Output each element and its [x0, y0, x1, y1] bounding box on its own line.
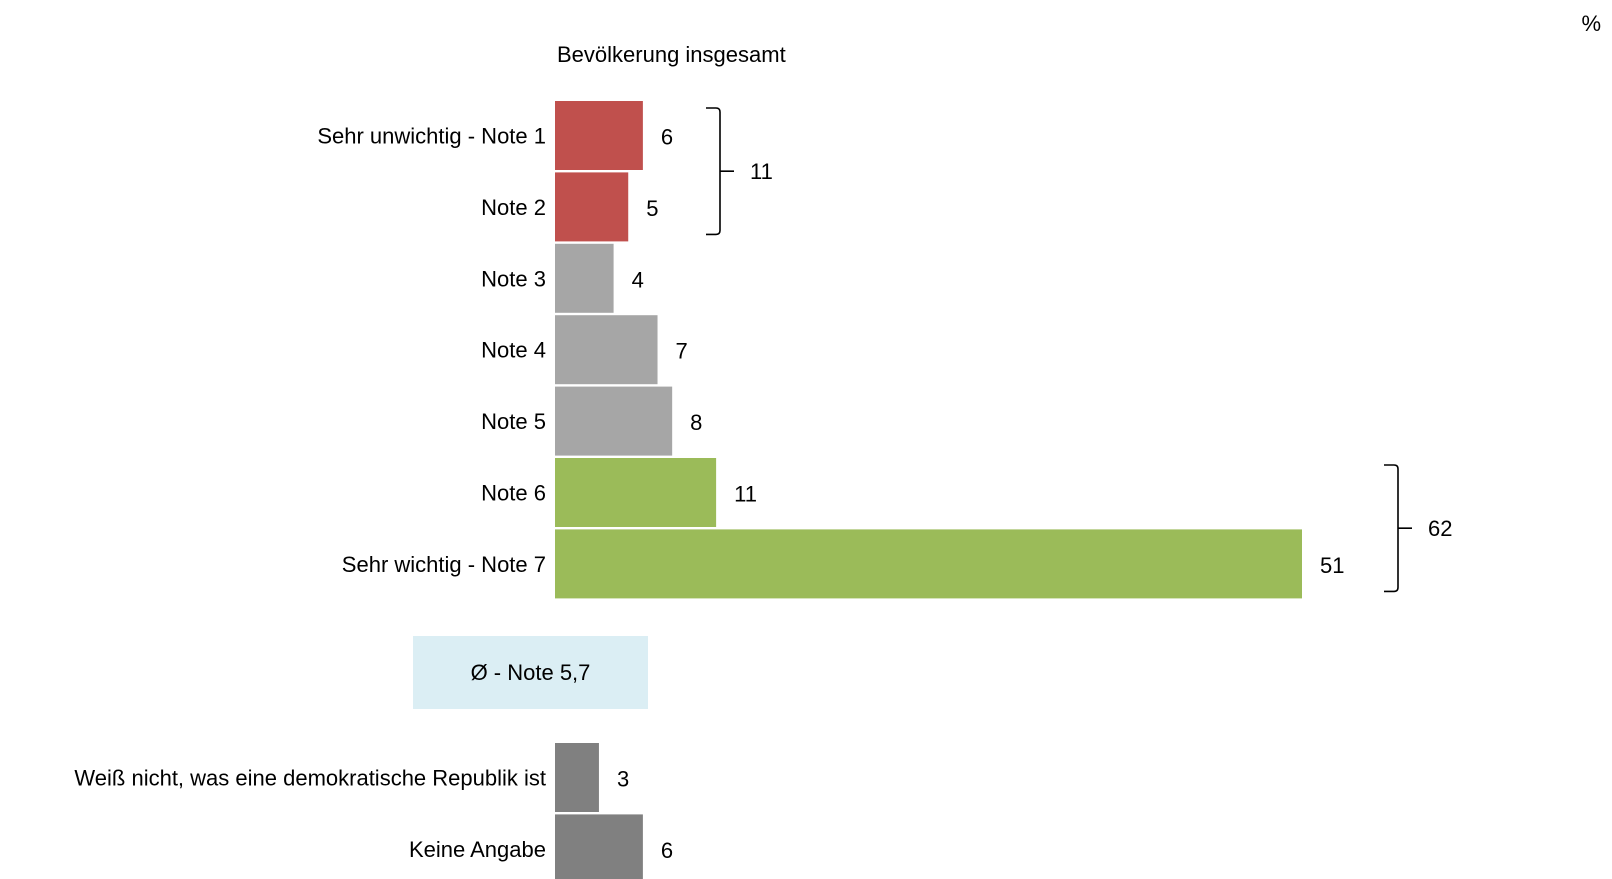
brackets-layer: 11 62: [706, 107, 1452, 593]
category-label: Weiß nicht, was eine demokratische Repub…: [74, 766, 546, 791]
average-grade-box: Ø - Note 5,7: [413, 636, 648, 709]
data-label: 51: [1320, 553, 1344, 578]
chart-title: Bevölkerung insgesamt: [557, 42, 786, 67]
group-total-label: 11: [750, 159, 773, 184]
bar: [555, 386, 673, 456]
bar: [555, 814, 643, 879]
bar: [555, 315, 658, 385]
data-label: 11: [734, 482, 757, 507]
category-label: Note 5: [481, 409, 546, 434]
category-label: Note 3: [481, 266, 546, 291]
category-label: Sehr wichtig - Note 7: [342, 552, 546, 577]
group-total-label: 62: [1428, 516, 1452, 541]
bar: [555, 458, 717, 527]
bar: [555, 101, 643, 170]
category-label: Keine Angabe: [409, 837, 546, 862]
bar: [555, 529, 1302, 599]
data-label: 8: [690, 410, 702, 435]
category-label: Note 4: [481, 338, 546, 363]
unit-label: %: [1581, 11, 1601, 36]
category-label: Note 2: [481, 195, 546, 220]
category-label: Note 6: [481, 481, 546, 506]
data-label: 6: [661, 838, 673, 863]
group-bracket: [1384, 464, 1412, 593]
average-grade-label: Ø - Note 5,7: [470, 659, 591, 685]
category-label: Sehr unwichtig - Note 1: [317, 124, 546, 149]
bar: [555, 243, 614, 313]
data-label: 7: [676, 339, 688, 364]
group-bracket: [706, 107, 734, 236]
data-label: 6: [661, 125, 673, 150]
bars-layer: Sehr unwichtig - Note 1 6 Note 2 5 Note 3 4 No…: [74, 101, 1344, 879]
data-label: 5: [646, 196, 658, 221]
bar: [555, 743, 599, 812]
bar: [555, 172, 629, 242]
data-label: 3: [617, 767, 629, 792]
data-label: 4: [632, 267, 644, 292]
